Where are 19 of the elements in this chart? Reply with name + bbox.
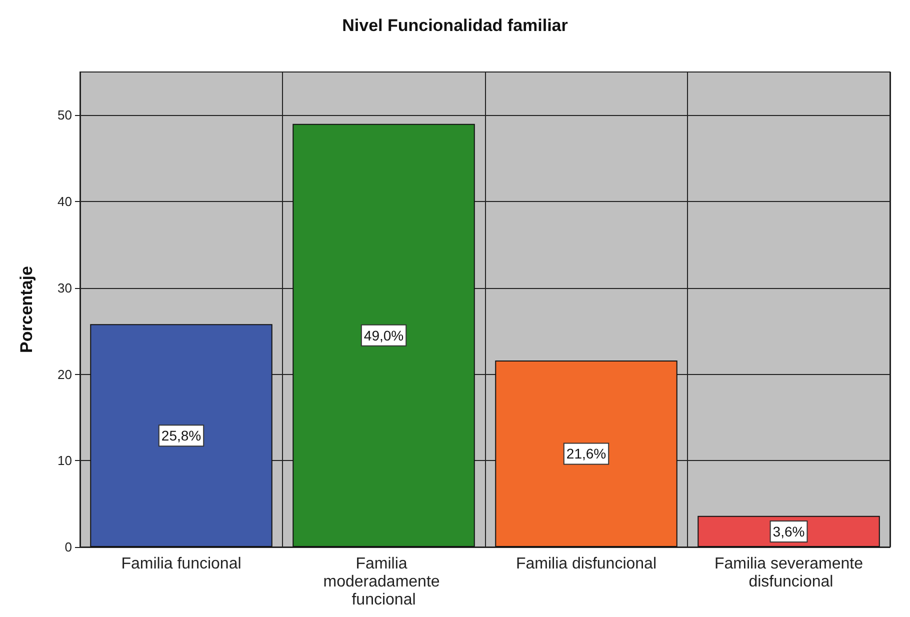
data-label: 3,6% [772,523,805,540]
y-tick-label: 40 [58,194,72,210]
y-tick-label: 30 [58,280,72,296]
y-tick-label: 10 [58,453,72,468]
y-tick-label: 20 [58,366,72,382]
x-tick-label: Familia disfuncional [516,556,657,572]
y-axis-title: Porcentaje [17,266,36,353]
bar [292,124,475,547]
x-tick-label: Familia funcional [121,556,242,572]
bar [90,324,272,547]
x-tick-label: Familia severamente disfuncional [714,556,864,590]
x-tick-label: Familia moderadamente funcional [323,556,444,608]
y-tick-label: 0 [64,540,72,554]
data-label: 25,8% [161,428,202,444]
y-tick-label: 50 [58,108,72,123]
bar [495,360,678,547]
chart-title: Nivel Funcionalidad familiar [342,16,568,35]
data-label: 49,0% [364,327,404,344]
data-label: 21,6% [566,446,606,462]
